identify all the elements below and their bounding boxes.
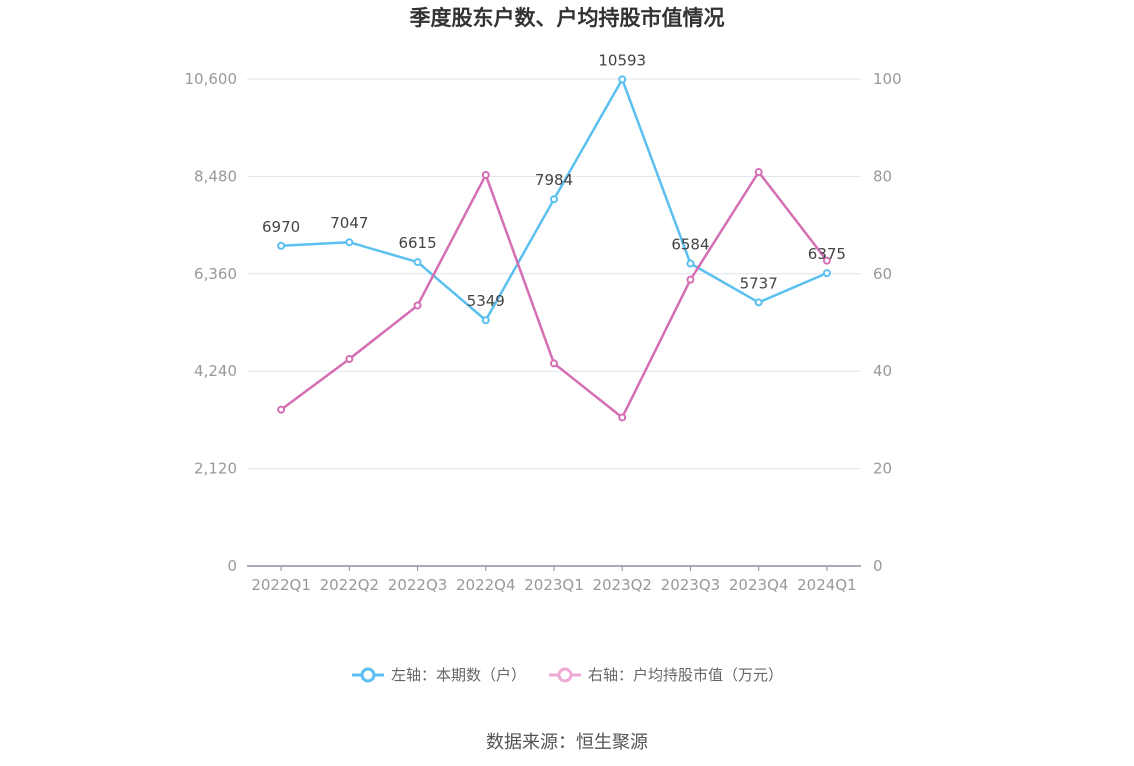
data-point-holders <box>277 241 286 250</box>
legend-label-right-series: 右轴：户均持股市值（万元） <box>588 666 784 684</box>
y-left-tick-label: 10,600 <box>185 70 238 88</box>
data-label: 5737 <box>740 274 778 292</box>
legend-label-left-series: 左轴：本期数（户） <box>390 666 526 684</box>
y-right-tick-label: 100 <box>873 70 902 88</box>
grid-lines <box>247 78 861 470</box>
data-point-holders <box>618 75 627 84</box>
y-left-tick-label: 6,360 <box>194 265 237 283</box>
data-label: 6970 <box>262 218 300 236</box>
data-label: 7984 <box>535 171 573 189</box>
data-point-holders <box>345 238 354 247</box>
series-layer <box>277 75 831 422</box>
data-point-holders <box>550 195 558 204</box>
line-chart: 0 0 2,120 20 4,240 40 6,360 60 8,480 80 10,600 100 2… <box>185 51 902 594</box>
x-tick-label: 2022Q3 <box>388 576 448 594</box>
axes: 0 0 2,120 20 4,240 40 6,360 60 8,480 80 10,600 100 2… <box>185 70 902 594</box>
source-note: 数据来源：恒生聚源 <box>486 732 648 753</box>
y-right-tick-label: 80 <box>873 167 892 185</box>
x-tick-label: 2023Q1 <box>524 576 584 594</box>
y-right-tick-label: 60 <box>873 265 892 283</box>
chart-title: 季度股东户数、户均持股市值情况 <box>409 6 725 30</box>
data-label: 7047 <box>330 214 368 232</box>
data-point-holders <box>822 269 831 278</box>
data-point-holders <box>413 258 422 267</box>
data-point-avg-value <box>754 168 763 177</box>
data-point-avg-value <box>481 170 490 179</box>
data-point-avg-value <box>618 413 627 422</box>
legend-line-circle-icon <box>351 667 384 682</box>
y-right-tick-label: 40 <box>873 362 892 380</box>
y-left-tick-label: 2,120 <box>194 460 237 478</box>
data-point-holders <box>686 259 695 268</box>
data-point-holders <box>754 298 763 307</box>
x-tick-label: 2022Q1 <box>251 576 311 594</box>
legend: 左轴：本期数（户） 右轴：户均持股市值（万元） <box>0 664 1134 685</box>
x-tick-label: 2023Q2 <box>592 576 652 594</box>
x-tick-label: 2024Q1 <box>797 576 857 594</box>
data-point-avg-value <box>686 275 695 284</box>
data-label: 10593 <box>598 51 646 69</box>
x-tick-label: 2023Q3 <box>661 576 721 594</box>
y-left-tick-label: 8,480 <box>194 167 237 185</box>
legend-line-circle-icon <box>549 667 581 682</box>
data-labels: 6970 7047 6615 5349 7984 10593 6584 5737 6375 <box>262 51 846 310</box>
x-tick-label: 2022Q4 <box>456 576 516 594</box>
y-right-tick-label: 0 <box>873 557 883 575</box>
y-left-tick-label: 4,240 <box>194 362 237 380</box>
data-label: 6375 <box>808 245 846 263</box>
y-left-tick-label: 0 <box>227 557 237 575</box>
x-tick-label: 2023Q4 <box>729 576 789 594</box>
x-tick-label: 2022Q2 <box>320 576 380 594</box>
data-point-avg-value <box>413 301 422 310</box>
data-point-avg-value <box>822 256 831 265</box>
legend-item-left-series[interactable]: 左轴：本期数（户） <box>351 664 526 685</box>
data-label: 6584 <box>671 236 709 254</box>
data-point-avg-value <box>345 355 354 364</box>
data-label: 5349 <box>467 292 505 310</box>
data-point-avg-value <box>550 359 558 368</box>
data-point-avg-value <box>277 405 286 414</box>
data-label: 6615 <box>398 234 436 252</box>
y-right-tick-label: 20 <box>873 460 892 478</box>
legend-item-right-series[interactable]: 右轴：户均持股市值（万元） <box>548 664 783 685</box>
data-point-holders <box>481 316 490 325</box>
